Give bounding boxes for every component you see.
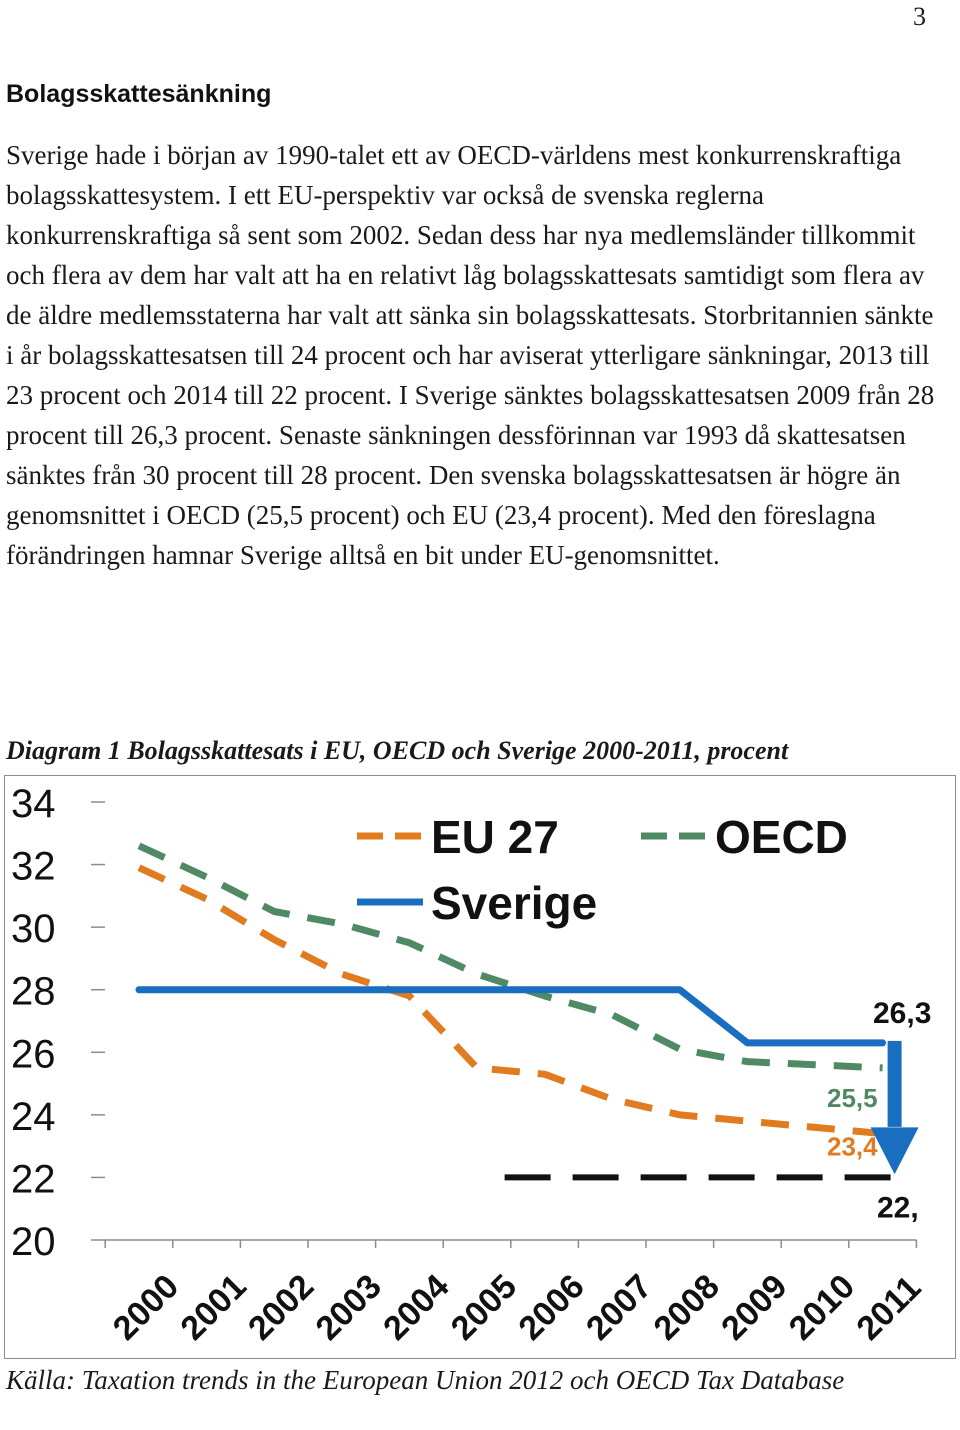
x-tick-label: 2004 xyxy=(376,1267,456,1347)
x-tick-label: 2009 xyxy=(714,1267,794,1347)
eu27-line xyxy=(137,864,883,1138)
page-number: 3 xyxy=(913,2,926,31)
annotation-oecd-value: 25,5 xyxy=(827,1083,878,1113)
x-tick-label: 2011 xyxy=(849,1269,928,1348)
x-tick-label: 2005 xyxy=(444,1267,524,1347)
y-tick-label: 32 xyxy=(11,845,56,889)
legend-eu27-label: EU 27 xyxy=(431,811,559,863)
corporate-tax-line-chart: 34 32 30 28 26 24 22 20 200020012002200320042005… xyxy=(11,782,931,1348)
source-note: Källa: Taxation trends in the European U… xyxy=(6,1365,845,1395)
diagram-caption: Diagram 1 Bolagsskattesats i EU, OECD oc… xyxy=(6,736,789,765)
down-arrow-shaft xyxy=(887,1040,902,1127)
y-tick-label: 28 xyxy=(11,970,56,1014)
y-tick-label: 20 xyxy=(11,1220,56,1264)
x-tick-label: 2010 xyxy=(782,1267,862,1347)
y-tick-label: 30 xyxy=(11,907,56,951)
x-tick-label: 2000 xyxy=(106,1267,186,1347)
legend-sverige-label: Sverige xyxy=(431,877,597,929)
x-tick-label: 2006 xyxy=(511,1267,591,1347)
x-tick-label: 2008 xyxy=(647,1267,727,1347)
annotation-eu-value: 23,4 xyxy=(827,1132,878,1162)
y-tick-label: 24 xyxy=(11,1095,56,1139)
y-tick-label: 22 xyxy=(11,1157,56,1201)
y-tick-label: 34 xyxy=(11,782,56,826)
annotation-proposed-value: 22, xyxy=(877,1191,919,1224)
x-tick-label: 2002 xyxy=(241,1267,321,1347)
chart-frame: 34 32 30 28 26 24 22 20 2000 2001 2002 2003 2004 2005… xyxy=(4,775,956,1359)
down-arrow-head xyxy=(870,1127,919,1175)
x-tick-label: 2001 xyxy=(173,1267,253,1347)
annotation-sverige-value: 26,3 xyxy=(873,997,931,1030)
legend-oecd-label: OECD xyxy=(715,811,848,863)
x-tick-label: 2007 xyxy=(579,1267,659,1347)
body-paragraph: Sverige hade i början av 1990-talet ett … xyxy=(6,140,935,570)
section-heading: Bolagsskattesänkning xyxy=(6,80,272,108)
sverige-line xyxy=(135,986,887,1047)
oecd-line xyxy=(137,842,883,1072)
y-tick-label: 26 xyxy=(11,1032,56,1076)
x-tick-label: 2003 xyxy=(309,1267,389,1347)
